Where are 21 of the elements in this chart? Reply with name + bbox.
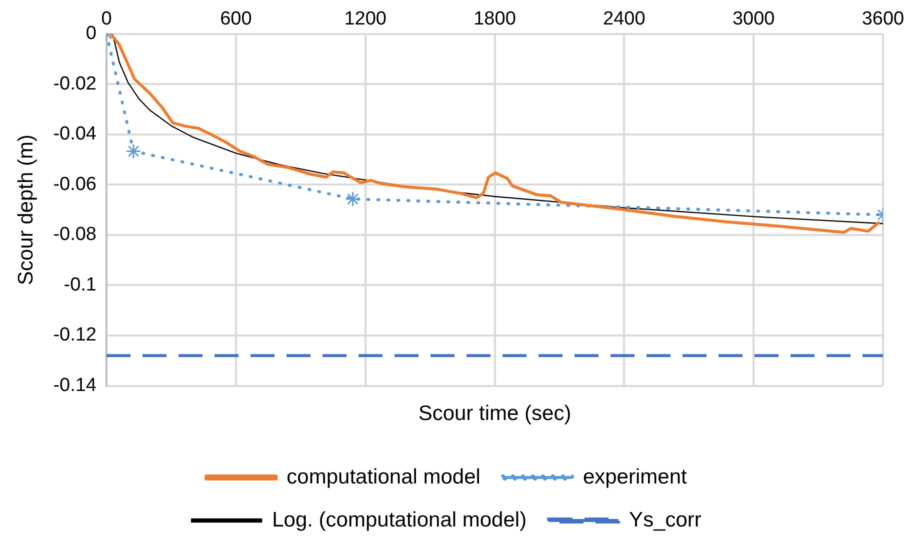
x-tick-label: 0 <box>101 8 112 30</box>
y-tick-label: -0.12 <box>53 324 97 346</box>
x-tick-label: 1200 <box>344 8 386 30</box>
legend-label: Ys_corr <box>629 508 702 532</box>
y-tick-label: -0.02 <box>53 73 97 94</box>
legend-label: Log. (computational model) <box>272 508 527 532</box>
legend-label: experiment <box>582 465 687 488</box>
y-axis-title: Scour depth (m) <box>14 134 38 286</box>
x-tick-label: 1800 <box>474 8 516 30</box>
y-tick-label: -0.1 <box>64 274 97 296</box>
y-tick-label: 0 <box>86 23 97 44</box>
x-axis-title: Scour time (sec) <box>418 402 572 426</box>
y-tick-label: -0.14 <box>53 375 97 396</box>
x-tick-label: 3600 <box>862 8 904 30</box>
y-tick-label: -0.08 <box>53 224 97 246</box>
x-tick-label: 3000 <box>732 8 775 30</box>
x-tick-label: 2400 <box>603 8 646 30</box>
y-tick-label: -0.04 <box>53 124 97 145</box>
legend-label: computational model <box>286 465 480 488</box>
y-tick-label: -0.06 <box>53 174 97 195</box>
x-tick-label: 600 <box>220 8 252 30</box>
